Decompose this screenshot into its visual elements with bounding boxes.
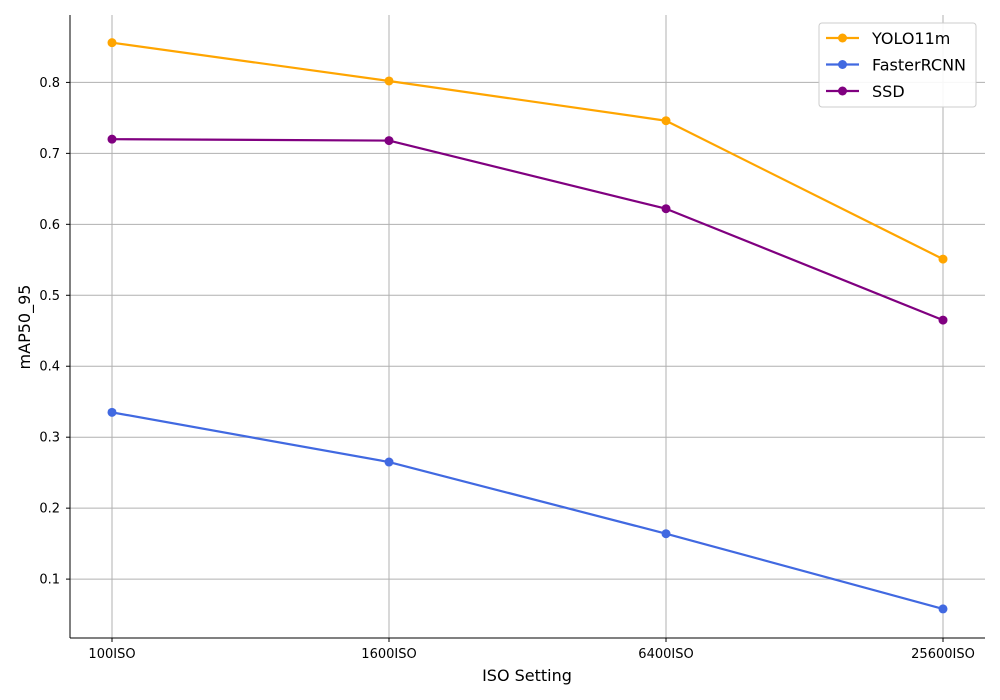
data-point-yolo11m: [661, 116, 671, 126]
data-point-yolo11m: [107, 38, 117, 48]
x-tick-label: 25600ISO: [911, 647, 975, 662]
y-tick-label: 0.6: [39, 218, 60, 233]
data-point-ssd: [107, 134, 117, 144]
x-tick-label: 1600ISO: [361, 647, 416, 662]
data-point-yolo11m: [938, 254, 948, 264]
y-axis-title: mAP50_95: [15, 285, 35, 370]
legend-marker: [838, 33, 847, 43]
legend-marker: [838, 86, 847, 96]
data-point-fasterrcnn: [938, 604, 948, 614]
grid-lines: [70, 15, 985, 638]
series-line-yolo11m: [111, 41, 944, 261]
y-tick-label: 0.4: [39, 360, 60, 375]
y-tick-label: 0.8: [39, 76, 60, 91]
legend: YOLO11m FasterRCNN SSD: [818, 22, 977, 108]
x-tick-label: 6400ISO: [638, 647, 693, 662]
x-tick-label: 100ISO: [88, 647, 135, 662]
legend-box: [818, 22, 977, 108]
y-tick-label: 0.7: [39, 147, 60, 162]
tick-labels: 0.1 0.2 0.3 0.4 0.5 0.6 0.7 0.8 100ISO 1600ISO 640…: [39, 76, 975, 662]
data-point-yolo11m: [384, 76, 394, 86]
y-tick-label: 0.3: [39, 431, 60, 446]
legend-label: YOLO11m: [871, 29, 950, 48]
data-point-ssd: [938, 315, 948, 325]
y-tick-label: 0.1: [39, 573, 60, 588]
series-lines: [107, 38, 948, 614]
legend-marker: [838, 60, 847, 69]
axes: [66, 15, 985, 642]
data-point-fasterrcnn: [384, 457, 394, 467]
x-axis-title: ISO Setting: [482, 666, 572, 685]
series-line-fasterrcnn: [111, 411, 944, 610]
data-point-fasterrcnn: [661, 529, 671, 539]
series-line-ssd: [111, 138, 944, 322]
y-tick-label: 0.5: [39, 289, 60, 304]
legend-label: SSD: [872, 82, 905, 101]
data-point-ssd: [661, 204, 671, 214]
data-point-ssd: [384, 136, 394, 146]
legend-label: FasterRCNN: [872, 56, 966, 75]
data-point-fasterrcnn: [107, 407, 117, 417]
y-tick-label: 0.2: [39, 502, 60, 517]
